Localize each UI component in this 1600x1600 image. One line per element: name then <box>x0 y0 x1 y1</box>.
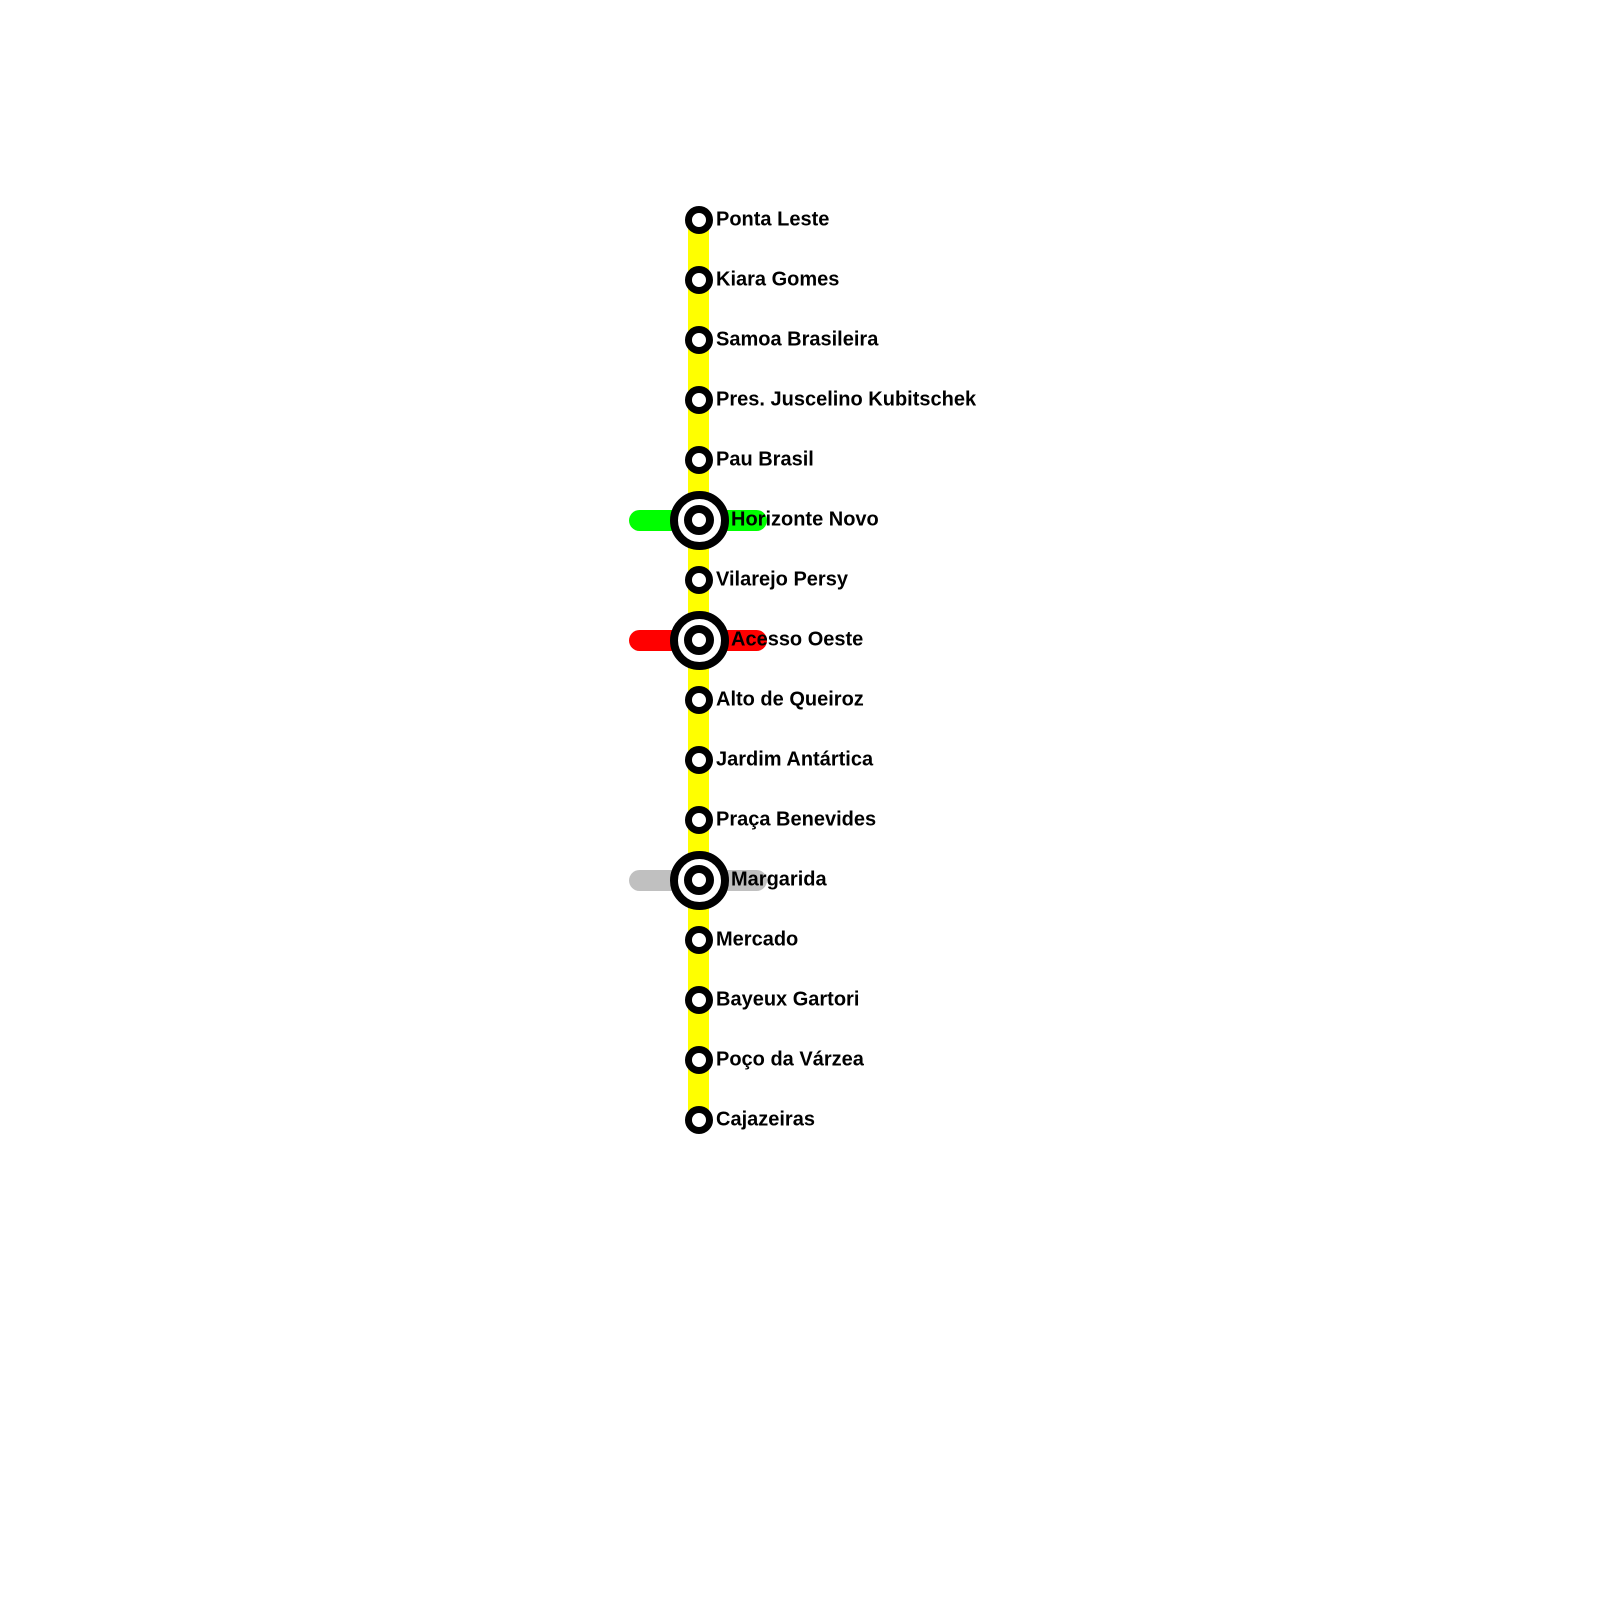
station-marker-icon <box>684 325 713 354</box>
interchange-marker-icon <box>669 610 729 670</box>
station-marker-icon <box>684 685 713 714</box>
station-label: Ponta Leste <box>716 208 830 231</box>
station-marker-icon <box>684 445 713 474</box>
interchange-marker-icon <box>669 490 729 550</box>
station-label: Kiara Gomes <box>716 268 840 291</box>
station-label: Mercado <box>716 928 799 951</box>
station-label: Praça Benevides <box>716 808 877 831</box>
interchange-marker-core-icon <box>684 505 714 535</box>
station-label: Cajazeiras <box>716 1108 815 1131</box>
station-label: Acesso Oeste <box>731 628 864 651</box>
station-marker-icon <box>684 265 713 294</box>
station-marker-icon <box>684 925 713 954</box>
station-marker-icon <box>684 565 713 594</box>
station-label: Alto de Queiroz <box>716 688 864 711</box>
station-marker-icon <box>684 385 713 414</box>
station-label: Pres. Juscelino Kubitschek <box>716 388 977 411</box>
station-marker-icon <box>684 745 713 774</box>
station-label: Poço da Várzea <box>716 1048 864 1071</box>
interchange-marker-core-icon <box>684 625 714 655</box>
station-label: Vilarejo Persy <box>716 568 848 591</box>
interchange-marker-icon <box>669 850 729 910</box>
station-label: Bayeux Gartori <box>716 988 860 1011</box>
station-label: Samoa Brasileira <box>716 328 879 351</box>
station-label: Jardim Antártica <box>716 748 874 771</box>
station-marker-icon <box>684 1045 713 1074</box>
station-label: Margarida <box>731 868 827 891</box>
station-marker-icon <box>684 805 713 834</box>
interchange-marker-core-icon <box>684 865 714 895</box>
station-label: Pau Brasil <box>716 448 814 471</box>
station-marker-icon <box>684 985 713 1014</box>
station-marker-icon <box>684 1105 713 1134</box>
station-label: Horizonte Novo <box>731 508 879 531</box>
station-marker-icon <box>684 205 713 234</box>
